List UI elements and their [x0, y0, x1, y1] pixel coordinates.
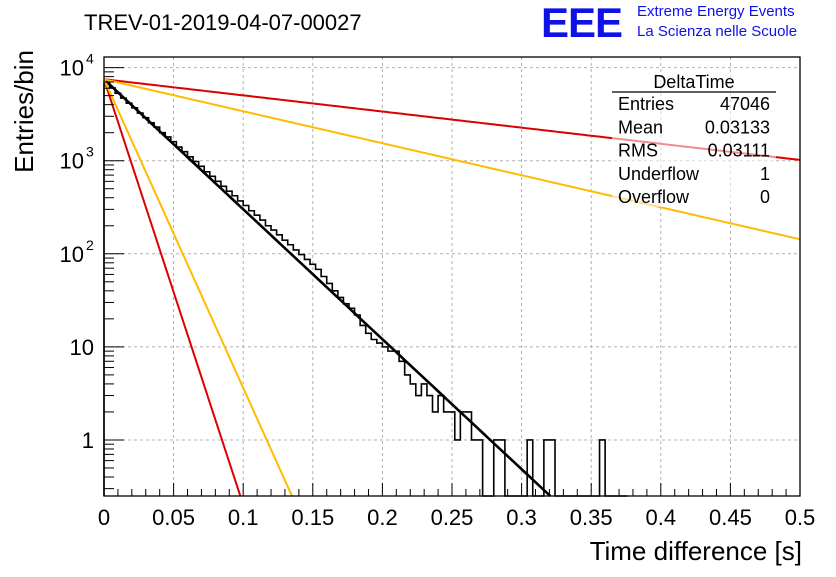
x-tick-label: 0.25: [431, 505, 474, 530]
logo-text-line1: Extreme Energy Events: [637, 3, 795, 20]
x-tick-label: 0.35: [570, 505, 613, 530]
stats-row-value: 47046: [720, 94, 770, 114]
logo-mark: EEE: [541, 0, 623, 46]
stats-box-background: [612, 72, 776, 207]
x-tick-label: 0.05: [152, 505, 195, 530]
x-tick-label: 0.2: [367, 505, 398, 530]
x-axis-label: Time difference [s]: [590, 536, 802, 566]
fit-curve-4: [103, 78, 801, 241]
stats-row-label: Entries: [618, 94, 674, 114]
stats-row-value: 0: [760, 187, 770, 207]
y-tick-exponent: 3: [86, 144, 94, 160]
y-axis-label: Entries/bin: [9, 50, 39, 173]
stats-row-label: Underflow: [618, 164, 700, 184]
y-tick-exponent: 2: [86, 237, 94, 253]
y-tick-label: 10: [60, 149, 84, 174]
fit-curve-1: [103, 78, 242, 497]
x-tick-label: 0.5: [785, 505, 816, 530]
page-title: TREV-01-2019-04-07-00027: [84, 10, 362, 35]
stats-row-value: 0.03133: [705, 117, 770, 137]
x-tick-label: 0: [98, 505, 110, 530]
stats-row-label: Overflow: [618, 187, 690, 207]
stats-row-value: 0.03111: [708, 141, 770, 161]
x-tick-label: 0.45: [709, 505, 752, 530]
y-tick-label: 1: [82, 428, 94, 453]
logo-text-line2: La Scienza nelle Scuole: [637, 23, 798, 40]
fit-curve-2: [103, 78, 293, 497]
x-tick-label: 0.1: [228, 505, 259, 530]
y-tick-exponent: 4: [86, 51, 94, 67]
y-tick-label: 10: [60, 242, 84, 267]
stats-title: DeltaTime: [653, 72, 734, 92]
y-tick-label: 10: [60, 56, 84, 81]
histogram: [103, 82, 628, 497]
stats-row-value: 1: [760, 164, 770, 184]
x-tick-label: 0.4: [646, 505, 677, 530]
stats-row-label: RMS: [618, 141, 658, 161]
x-tick-label: 0.15: [291, 505, 334, 530]
stats-box: DeltaTime Entries 47046 Mean 0.03133 RMS 0.03…: [612, 72, 776, 207]
axis-ticks: 0 0.05 0.1 0.15 0.2 0.25 0.3 0.35 0.4 0.45 0.51101…: [60, 51, 816, 530]
fit-curve-0: [103, 78, 552, 497]
y-tick-label: 10: [70, 335, 94, 360]
x-tick-label: 0.3: [506, 505, 537, 530]
histogram-outline: [103, 82, 628, 497]
stats-row-label: Mean: [618, 117, 663, 137]
